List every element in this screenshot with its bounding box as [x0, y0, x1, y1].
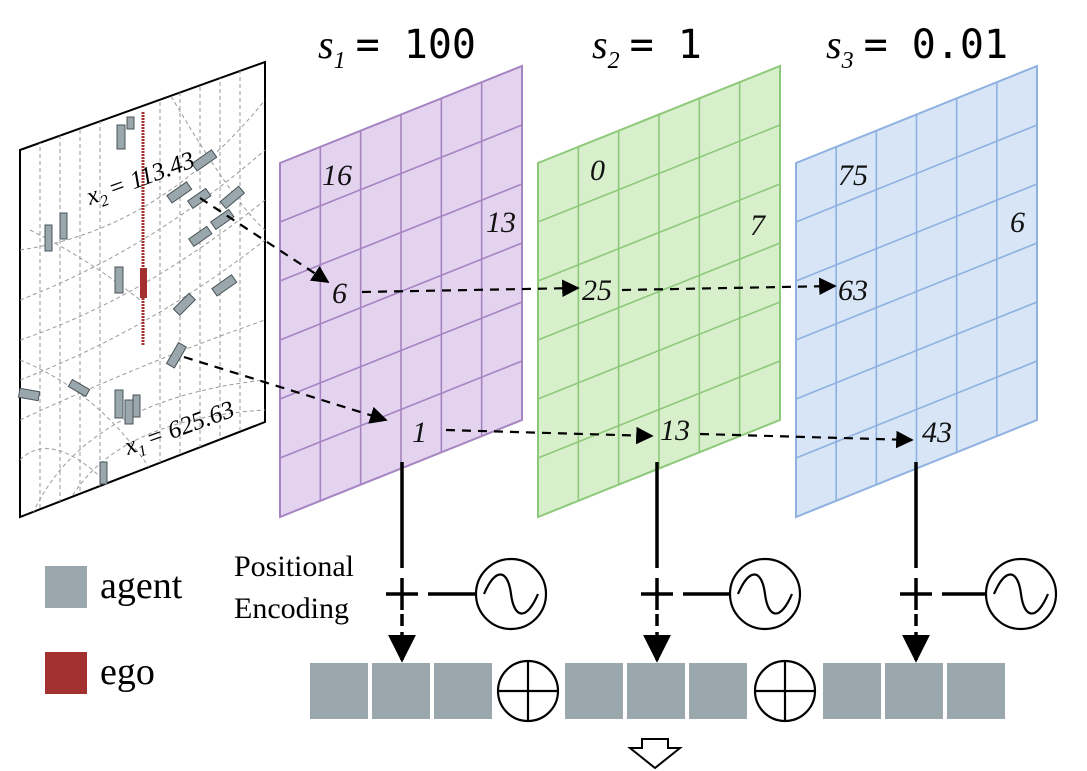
agent-vehicles	[17, 116, 246, 485]
arrow-grid2-to-grid3-bottom	[699, 430, 914, 449]
grid-1-cell-b: 13	[486, 206, 516, 239]
grid-line	[537, 360, 781, 459]
scene-map: x2= 113.43 x1= 625.63	[17, 60, 266, 519]
concat-icon	[496, 659, 560, 723]
token	[947, 663, 1005, 719]
grid-1-cell-d: 1	[412, 416, 427, 449]
grid-2-cell-a: 0	[590, 154, 605, 187]
token	[372, 663, 430, 719]
grid-1-cell-a: 16	[322, 159, 352, 192]
grid-3-cell-b: 6	[1010, 206, 1025, 239]
grid-3-cell-c: 63	[838, 274, 868, 307]
arrow-x1-to-grid1	[183, 355, 388, 424]
legend-ego-label: ego	[100, 651, 155, 693]
token	[689, 663, 747, 719]
sine-wave-icon	[984, 557, 1058, 631]
grid-2-cell-c: 25	[582, 274, 612, 307]
output-arrow-icon	[627, 738, 683, 770]
arrow-grid1-to-grid2-top	[361, 279, 580, 298]
scale-1-title: s1 = 100	[318, 22, 476, 74]
legend-agent-label: agent	[100, 565, 183, 607]
plus-signs	[386, 578, 932, 610]
sine-wave-icon	[474, 557, 548, 631]
connectors	[400, 462, 918, 568]
down-arrows	[388, 614, 930, 663]
ego-vehicle	[140, 268, 147, 298]
grid-scale-3	[795, 64, 1038, 519]
sine-wave-icon	[728, 557, 802, 631]
token	[565, 663, 623, 719]
grid-2-cell-d: 13	[660, 414, 690, 447]
concat-operators	[496, 659, 817, 723]
positional-encoding-icons	[474, 557, 1058, 631]
token	[885, 663, 943, 719]
grid-line	[795, 360, 1038, 459]
grid-1-cell-c: 6	[332, 277, 347, 310]
arrow-grid1-to-grid2-bottom	[445, 426, 654, 445]
pe-label-line2: Encoding	[234, 592, 349, 625]
legend-agent-swatch	[45, 566, 87, 608]
scale-2-title: s2 = 1	[592, 22, 702, 74]
token-sequence	[310, 663, 1005, 719]
token	[310, 663, 368, 719]
grid-3-cell-a: 75	[838, 159, 868, 192]
arrow-grid2-to-grid3-top	[621, 277, 837, 296]
grid-2-cell-b: 7	[750, 209, 767, 242]
grid-3-cell-d: 43	[922, 416, 952, 449]
token	[434, 663, 492, 719]
token	[823, 663, 881, 719]
grid-line	[279, 360, 523, 459]
legend-ego-swatch	[45, 652, 87, 694]
pe-label-line1: Positional	[234, 550, 354, 583]
concat-icon	[753, 659, 817, 723]
mapping-arrows	[183, 197, 914, 449]
token	[627, 663, 685, 719]
grid-scale-2	[537, 64, 781, 519]
legend: agent ego	[45, 565, 183, 694]
scale-3-title: s3 = 0.01	[826, 22, 1008, 74]
